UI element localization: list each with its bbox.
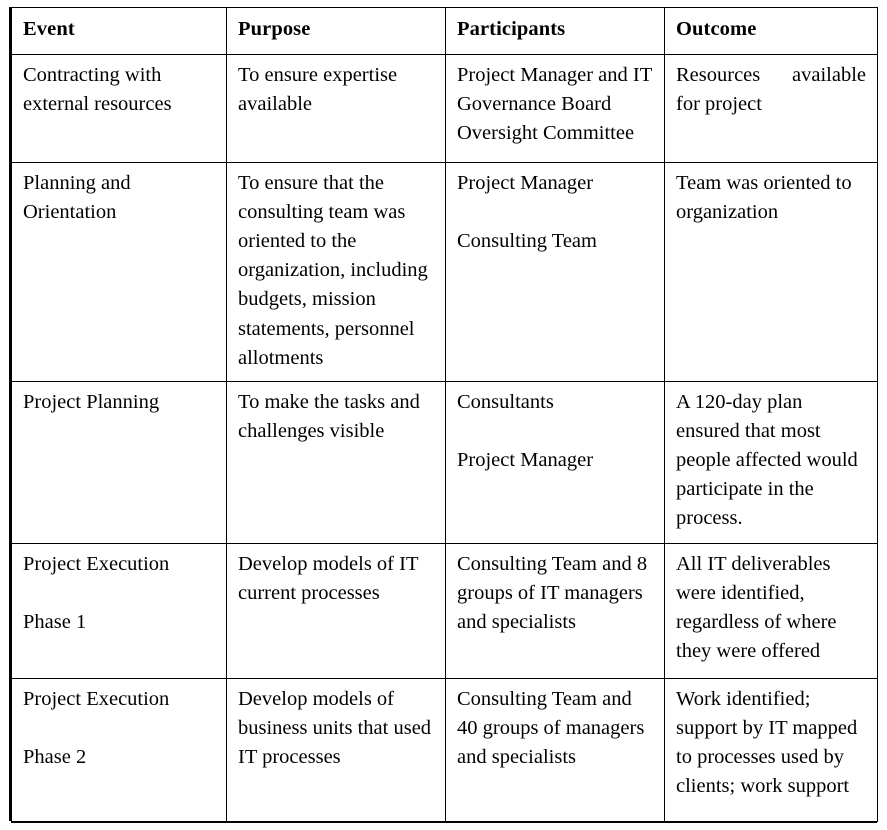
column-header-event: Event	[11, 7, 227, 55]
table-row: Project Execution Phase 1 Develop models…	[11, 543, 878, 679]
table-row: Planning and Orientation To ensure that …	[11, 162, 878, 382]
cell-text: Planning and Orientation	[23, 172, 131, 224]
cell-text: To ensure that the consulting team was o…	[238, 172, 428, 369]
cell-text: Project Execution	[23, 553, 170, 575]
cell-text: To ensure expertise available	[238, 64, 398, 116]
cell-text: Develop models of IT current processes	[238, 553, 419, 605]
cell-outcome: A 120-day plan ensured that most people …	[664, 381, 878, 544]
cell-event: Contracting with external resources	[11, 54, 227, 163]
cell-text: Develop models of business units that us…	[238, 688, 432, 769]
cell-text: Contracting with external resources	[23, 64, 172, 116]
cell-event: Project Execution Phase 2	[11, 678, 227, 822]
project-events-table: Event Purpose Participants Outcome Contr…	[11, 7, 878, 822]
cell-outcome: Resources available for project	[664, 54, 878, 163]
cell-text: Consulting Team and 40 groups of manager…	[457, 688, 645, 769]
cell-text: Consultants	[457, 391, 554, 413]
cell-text: To make the tasks and challenges visible	[238, 391, 420, 443]
cell-purpose: To ensure that the consulting team was o…	[226, 162, 446, 382]
cell-outcome: Team was oriented to organization	[664, 162, 878, 382]
cell-text: Project Manager	[457, 449, 594, 472]
cell-text: A 120-day plan ensured that most people …	[676, 391, 858, 530]
cell-text: Project Manager and IT Governance Board …	[457, 64, 652, 145]
table-row: Contracting with external resources To e…	[11, 54, 878, 163]
cell-text: Phase 1	[23, 611, 87, 634]
cell-text: Project Planning	[23, 391, 160, 413]
table-container: Event Purpose Participants Outcome Contr…	[9, 7, 878, 823]
cell-text: All IT deliverables were identified, reg…	[676, 553, 837, 663]
column-header-purpose: Purpose	[226, 7, 446, 55]
cell-participants: Project Manager Consulting Team	[445, 162, 665, 382]
cell-text: Work identified; support by IT mapped to…	[676, 688, 858, 798]
column-header-participants: Participants	[445, 7, 665, 55]
cell-purpose: To ensure expertise available	[226, 54, 446, 163]
cell-purpose: To make the tasks and challenges visible	[226, 381, 446, 544]
cell-participants: Consultants Project Manager	[445, 381, 665, 544]
cell-text: Phase 2	[23, 746, 87, 769]
cell-outcome: Work identified; support by IT mapped to…	[664, 678, 878, 822]
table-row: Project Planning To make the tasks and c…	[11, 381, 878, 544]
column-header-outcome: Outcome	[664, 7, 878, 55]
cell-participants: Consulting Team and 40 groups of manager…	[445, 678, 665, 822]
cell-text: Consulting Team and 8 groups of IT manag…	[457, 553, 648, 634]
cell-purpose: Develop models of business units that us…	[226, 678, 446, 822]
cell-outcome: All IT deliverables were identified, reg…	[664, 543, 878, 679]
table-header-row: Event Purpose Participants Outcome	[11, 7, 878, 55]
cell-text: Consulting Team	[457, 230, 597, 253]
cell-event: Planning and Orientation	[11, 162, 227, 382]
cell-participants: Project Manager and IT Governance Board …	[445, 54, 665, 163]
cell-text: Project Manager	[457, 172, 594, 194]
cell-event: Project Planning	[11, 381, 227, 544]
cell-participants: Consulting Team and 8 groups of IT manag…	[445, 543, 665, 679]
table-row: Project Execution Phase 2 Develop models…	[11, 678, 878, 822]
cell-text: Resources available for project	[676, 64, 866, 116]
cell-text: Team was oriented to organization	[676, 172, 852, 224]
cell-text: Project Execution	[23, 688, 170, 710]
cell-event: Project Execution Phase 1	[11, 543, 227, 679]
cell-purpose: Develop models of IT current processes	[226, 543, 446, 679]
